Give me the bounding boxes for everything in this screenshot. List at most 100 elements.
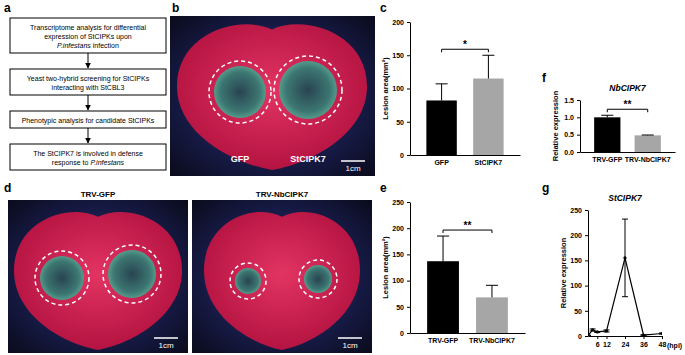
- error-bar: [443, 236, 444, 261]
- plot-area: [426, 55, 503, 155]
- flow-box: [10, 111, 166, 128]
- error-cap: [622, 219, 628, 220]
- lesion-outline: [299, 260, 337, 298]
- tick-label: 0: [400, 330, 404, 337]
- flow-text: interacting with StCBL3: [52, 84, 125, 92]
- error-bar: [491, 285, 492, 297]
- point: [623, 256, 626, 259]
- plot-area: [427, 236, 508, 333]
- tick: 100: [392, 85, 410, 92]
- panel-label: a: [4, 1, 11, 15]
- bar: [473, 79, 503, 155]
- tick-mark: [585, 210, 588, 211]
- error-bar: [441, 84, 442, 101]
- tick-mark: [644, 336, 645, 339]
- tick-label: 6: [596, 341, 600, 348]
- axis-line: [411, 333, 526, 334]
- tick-mark: [585, 336, 588, 337]
- flow-text: P.infestans infection: [57, 42, 119, 49]
- scale-bar: [338, 337, 362, 339]
- y-axis: 050100150200250: [392, 199, 410, 337]
- tick-label: 150: [570, 257, 582, 264]
- flow-box: [10, 18, 166, 53]
- tick-mark: [577, 135, 580, 136]
- lesion: [40, 256, 84, 300]
- panel-label: b: [172, 1, 179, 15]
- lesion: [214, 66, 266, 118]
- x-axis: GFPStCIPK7: [411, 156, 521, 166]
- tick: 100: [392, 277, 410, 284]
- image-title: TRV-GFP: [81, 190, 116, 199]
- tick-label: 50: [574, 308, 582, 315]
- flow-arrow: [88, 53, 89, 68]
- lesion: [235, 268, 261, 294]
- tick-label: 1.5: [564, 97, 574, 104]
- tick-mark: [407, 307, 410, 308]
- leaf: [204, 212, 360, 350]
- tick: TRV-GFP: [428, 337, 459, 344]
- leaf-image: 1cm: [8, 200, 188, 353]
- scale-bar-label: 1cm: [345, 164, 360, 173]
- lesion-outline: [209, 61, 271, 123]
- tick: TRV-NbCIPK7: [625, 156, 671, 163]
- lesion-outline: [274, 56, 342, 124]
- flow-box: [10, 144, 166, 170]
- leaf: [177, 24, 367, 170]
- axis-line: [410, 23, 411, 156]
- tick: 250: [392, 199, 410, 206]
- scale-bar-label: 1cm: [342, 341, 357, 350]
- flow-text: response to P.infestans: [52, 159, 125, 167]
- tick-label: 24: [622, 341, 630, 348]
- tick-mark: [407, 22, 410, 23]
- bar: [426, 100, 456, 155]
- panel-label: d: [4, 181, 11, 195]
- tick: 12: [603, 336, 611, 348]
- panel-label: c: [380, 1, 387, 15]
- bar-chart: 050100150200GFPStCIPK7*Lesion area(mm²): [381, 19, 521, 166]
- point: [605, 329, 608, 332]
- flow-text-part: Phenotypic analysis for candidate StCIPK…: [22, 117, 155, 125]
- bar: [476, 297, 508, 333]
- tick: 150: [392, 251, 410, 258]
- image-label: StCIPK7: [290, 154, 326, 164]
- plot-area: [588, 219, 662, 336]
- tick-label: GFP: [434, 159, 449, 166]
- tick: 0: [400, 330, 410, 337]
- flow-text-part: response to: [52, 159, 91, 167]
- tick-mark: [577, 117, 580, 118]
- tick-mark: [662, 336, 663, 339]
- x-axis: TRV-GFPTRV-NbCIPK7: [581, 153, 676, 163]
- image-background: [170, 16, 375, 176]
- axis-title: (hpi): [667, 342, 682, 350]
- y-axis: 050100150200: [392, 19, 410, 159]
- tick-mark: [597, 336, 598, 339]
- tick: 0: [400, 152, 410, 159]
- tick-mark: [577, 100, 580, 101]
- tick: 1.5: [564, 97, 580, 104]
- axis-line: [411, 155, 521, 156]
- panel-label: f: [542, 71, 547, 85]
- flow-text: Transcriptome analysis for differential: [30, 24, 146, 32]
- tick-label: 50: [396, 118, 404, 125]
- point: [591, 328, 594, 331]
- flow-text: The StCIPK7 is involved in defense: [33, 150, 143, 157]
- tick: 0: [578, 333, 588, 340]
- tick-label: 100: [392, 85, 404, 92]
- tick-label: 200: [570, 232, 582, 239]
- point: [596, 330, 599, 333]
- lesion: [279, 61, 337, 119]
- panel-label: g: [542, 181, 549, 195]
- tick-mark: [407, 89, 410, 90]
- leaf-image: 1cm: [192, 200, 372, 353]
- error-cap: [622, 296, 628, 297]
- flow-text-part: The StCIPK7 is involved in defense: [33, 150, 143, 157]
- point: [642, 333, 645, 336]
- tick: 36: [640, 336, 648, 348]
- tick-label: TRV-GFP: [428, 337, 459, 344]
- axis-title: Relative expression: [551, 90, 560, 161]
- x-axis: 612243648: [589, 336, 667, 348]
- error-cap: [436, 83, 448, 84]
- flow-box: [10, 69, 166, 95]
- lesion-outline: [35, 251, 89, 305]
- flowchart: Transcriptome analysis for differentiale…: [10, 18, 166, 170]
